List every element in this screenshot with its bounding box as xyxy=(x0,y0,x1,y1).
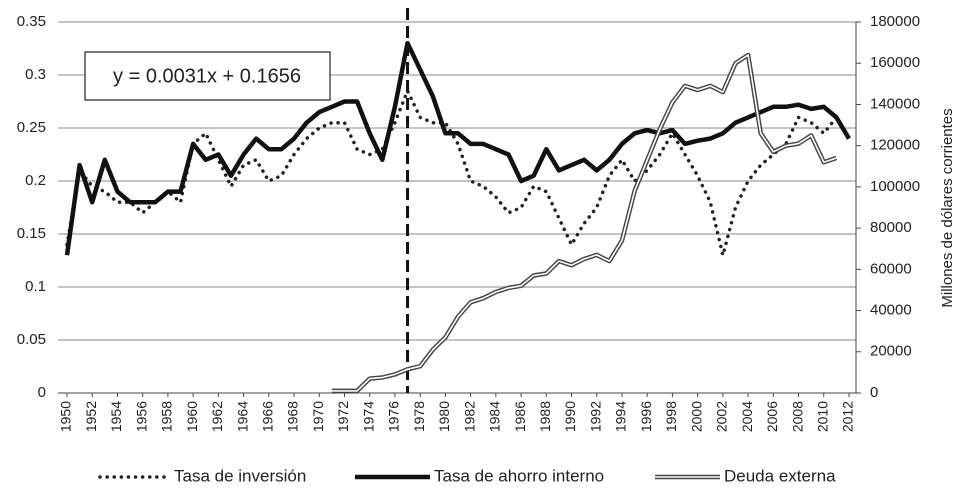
x-tick-label: 1990 xyxy=(562,401,578,432)
y-tick-label: 0.25 xyxy=(17,119,46,136)
x-tick-label: 1986 xyxy=(512,401,528,432)
x-tick-label: 1966 xyxy=(260,401,276,432)
x-tick-label: 1998 xyxy=(663,401,679,432)
x-tick-label: 1980 xyxy=(436,401,452,432)
y-tick-label: 0.3 xyxy=(25,66,46,83)
y2-tick-label: 60000 xyxy=(870,260,912,277)
x-tick-label: 1996 xyxy=(638,401,654,432)
x-tick-label: 1958 xyxy=(159,401,175,432)
x-tick-label: 1950 xyxy=(58,401,74,432)
y2-tick-label: 80000 xyxy=(870,219,912,236)
y-tick-label: 0.1 xyxy=(25,278,46,295)
legend-label: Tasa de ahorro interno xyxy=(434,466,604,485)
x-tick-label: 1992 xyxy=(587,401,603,432)
x-tick-label: 1954 xyxy=(108,401,124,432)
y2-tick-label: 0 xyxy=(870,384,878,401)
y2-tick-label: 20000 xyxy=(870,343,912,360)
y-tick-label: 0 xyxy=(38,384,46,401)
x-tick-label: 1982 xyxy=(461,401,477,432)
x-tick-label: 1974 xyxy=(360,401,376,432)
series-line xyxy=(65,89,839,257)
x-tick-label: 2006 xyxy=(764,401,780,432)
y2-tick-label: 140000 xyxy=(870,95,920,112)
x-tick-label: 1970 xyxy=(310,401,326,432)
x-tick-label: 1994 xyxy=(613,401,629,432)
y-tick-label: 0.35 xyxy=(17,13,46,30)
x-tick-label: 1952 xyxy=(83,401,99,432)
legend-label: Tasa de inversión xyxy=(174,466,306,485)
x-tick-label: 1960 xyxy=(184,401,200,432)
y2-tick-label: 180000 xyxy=(870,13,920,30)
y2-axis-title: Millones de dólares corrientes xyxy=(939,108,956,307)
y2-tick-label: 100000 xyxy=(870,178,920,195)
legend-label: Deuda externa xyxy=(724,466,836,485)
y2-tick-label: 40000 xyxy=(870,302,912,319)
x-tick-label: 1984 xyxy=(487,401,503,432)
y-tick-label: 0.15 xyxy=(17,225,46,242)
annotation: y = 0.0031x + 0.1656 xyxy=(113,65,301,87)
y-tick-label: 0.2 xyxy=(25,172,46,189)
series-line xyxy=(64,40,851,256)
x-tick-label: 1976 xyxy=(386,401,402,432)
x-tick-label: 2010 xyxy=(814,401,830,432)
x-tick-label: 2012 xyxy=(840,401,856,432)
x-tick-label: 1972 xyxy=(335,401,351,432)
x-tick-label: 2000 xyxy=(688,401,704,432)
x-tick-label: 1988 xyxy=(537,401,553,432)
x-tick-label: 2002 xyxy=(714,401,730,432)
series-line-inner xyxy=(331,54,837,392)
y2-tick-label: 160000 xyxy=(870,54,920,71)
annotation-box xyxy=(84,51,331,101)
x-tick-label: 1968 xyxy=(285,401,301,432)
x-tick-label: 1964 xyxy=(234,401,250,432)
x-tick-label: 2008 xyxy=(789,401,805,432)
x-tick-label: 2004 xyxy=(739,401,755,432)
y-tick-label: 0.05 xyxy=(17,331,46,348)
x-tick-label: 1978 xyxy=(411,401,427,432)
x-tick-label: 1962 xyxy=(209,401,225,432)
x-tick-label: 1956 xyxy=(133,401,149,432)
y2-tick-label: 120000 xyxy=(870,137,920,154)
